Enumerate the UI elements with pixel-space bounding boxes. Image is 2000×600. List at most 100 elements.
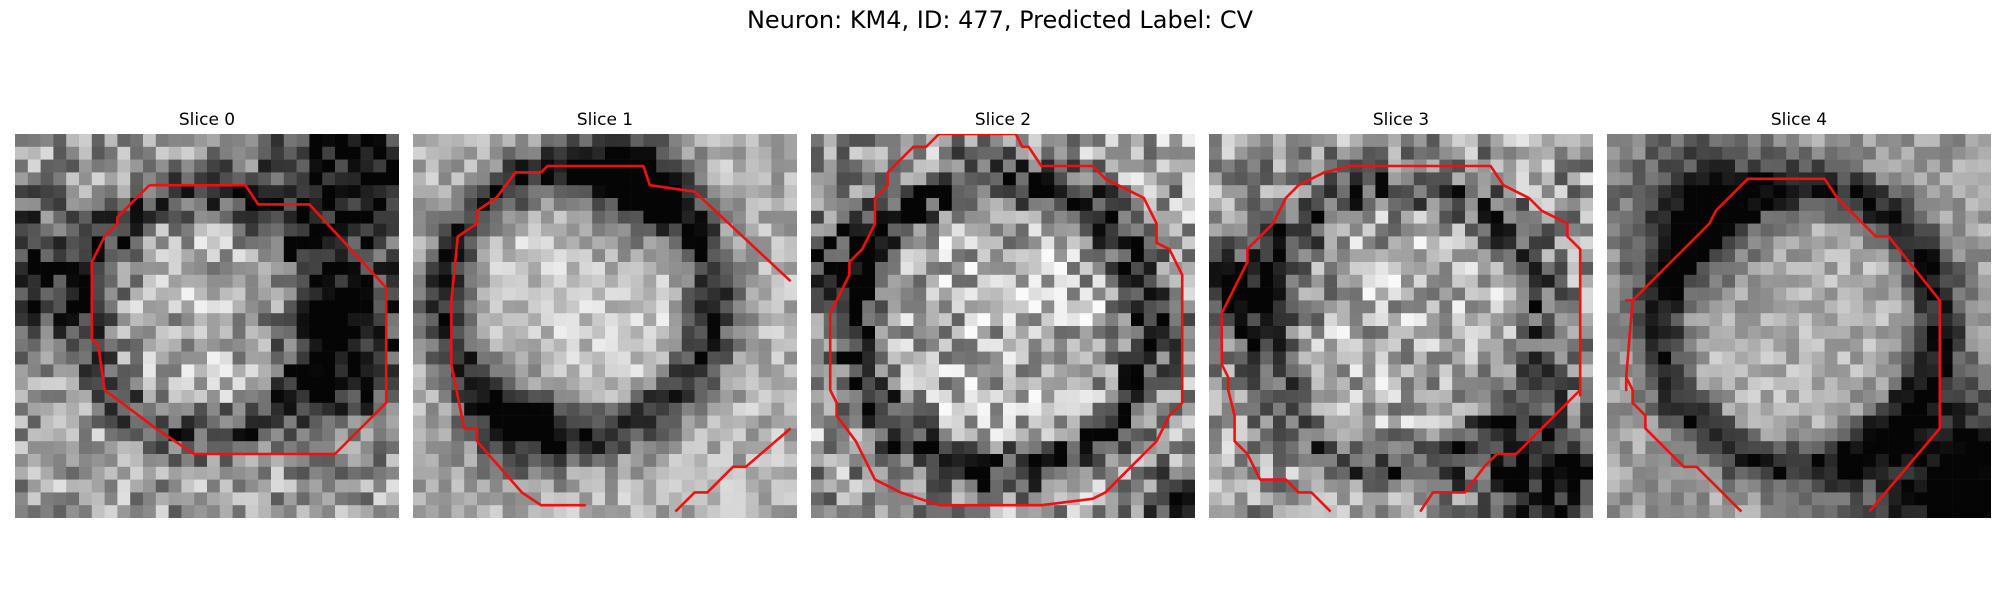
- pixel-tile: [322, 428, 336, 442]
- pixel-tile: [1465, 313, 1479, 327]
- pixel-tile: [219, 454, 233, 468]
- pixel-tile: [566, 466, 580, 480]
- pixel-tile: [579, 390, 593, 404]
- pixel-tile: [1426, 172, 1440, 186]
- pixel-tile: [1041, 249, 1055, 263]
- pixel-tile: [849, 223, 863, 237]
- slice-title: Slice 1: [576, 110, 634, 130]
- pixel-tile: [617, 454, 631, 468]
- pixel-tile: [1952, 428, 1966, 442]
- pixel-tile: [1182, 146, 1195, 160]
- pixel-tile: [1607, 390, 1621, 404]
- pixel-tile: [232, 236, 246, 250]
- pixel-tile: [1324, 313, 1338, 327]
- pixel-tile: [1247, 262, 1261, 276]
- pixel-tile: [79, 236, 93, 250]
- pixel-tile: [900, 223, 914, 237]
- pixel-tile: [296, 159, 310, 173]
- pixel-tile: [1952, 172, 1966, 186]
- pixel-tile: [1735, 390, 1749, 404]
- pixel-tile: [477, 249, 491, 263]
- pixel-tile: [849, 326, 863, 340]
- pixel-tile: [1349, 326, 1363, 340]
- pixel-tile: [1260, 210, 1274, 224]
- pixel-tile: [1324, 441, 1338, 455]
- pixel-tile: [373, 262, 387, 276]
- pixel-tile: [1156, 492, 1170, 506]
- pixel-tile: [1773, 313, 1787, 327]
- pixel-tile: [1375, 249, 1389, 263]
- pixel-tile: [232, 326, 246, 340]
- pixel-tile: [283, 172, 297, 186]
- pixel-tile: [1247, 274, 1261, 288]
- pixel-tile: [1003, 159, 1017, 173]
- pixel-tile: [130, 479, 144, 493]
- pixel-tile: [40, 198, 54, 212]
- pixel-tile: [425, 479, 439, 493]
- pixel-tile: [130, 377, 144, 391]
- pixel-tile: [219, 300, 233, 314]
- pixel-tile: [309, 351, 323, 365]
- pixel-tile: [939, 364, 953, 378]
- pixel-tile: [771, 134, 785, 148]
- pixel-tile: [477, 377, 491, 391]
- pixel-tile: [53, 364, 67, 378]
- pixel-tile: [1824, 492, 1838, 506]
- pixel-tile: [1324, 454, 1338, 468]
- pixel-tile: [643, 185, 657, 199]
- pixel-tile: [1285, 249, 1299, 263]
- pixel-tile: [1760, 390, 1774, 404]
- pixel-tile: [1209, 428, 1223, 442]
- pixel-tile: [91, 146, 105, 160]
- pixel-tile: [745, 313, 759, 327]
- pixel-tile: [1079, 390, 1093, 404]
- pixel-tile: [1143, 390, 1157, 404]
- pixel-tile: [1901, 185, 1915, 199]
- pixel-tile: [656, 364, 670, 378]
- pixel-tile: [1632, 390, 1646, 404]
- pixel-tile: [1118, 338, 1132, 352]
- pixel-tile: [862, 492, 876, 506]
- pixel-tile: [1285, 402, 1299, 416]
- pixel-tile: [926, 172, 940, 186]
- pixel-tile: [900, 249, 914, 263]
- pixel-tile: [413, 364, 427, 378]
- pixel-tile: [553, 236, 567, 250]
- pixel-tile: [451, 338, 465, 352]
- pixel-tile: [694, 313, 708, 327]
- pixel-tile: [1092, 134, 1106, 148]
- pixel-tile: [875, 454, 889, 468]
- pixel-tile: [168, 146, 182, 160]
- pixel-tile: [1683, 300, 1697, 314]
- pixel-tile: [1118, 505, 1132, 518]
- pixel-tile: [939, 402, 953, 416]
- pixel-tile: [477, 172, 491, 186]
- pixel-tile: [1439, 505, 1453, 518]
- pixel-tile: [656, 287, 670, 301]
- pixel-tile: [669, 454, 683, 468]
- pixel-tile: [1247, 402, 1261, 416]
- pixel-tile: [1709, 262, 1723, 276]
- pixel-tile: [130, 172, 144, 186]
- pixel-tile: [413, 505, 427, 518]
- pixel-tile: [900, 172, 914, 186]
- pixel-tile: [875, 479, 889, 493]
- pixel-tile: [1426, 249, 1440, 263]
- pixel-tile: [771, 377, 785, 391]
- pixel-tile: [1362, 223, 1376, 237]
- pixel-tile: [951, 210, 965, 224]
- pixel-tile: [477, 338, 491, 352]
- pixel-tile: [1015, 505, 1029, 518]
- pixel-tile: [1619, 262, 1633, 276]
- pixel-tile: [1914, 313, 1928, 327]
- pixel-tile: [1529, 223, 1543, 237]
- pixel-tile: [926, 364, 940, 378]
- pixel-tile: [245, 249, 259, 263]
- pixel-tile: [1567, 287, 1581, 301]
- pixel-tile: [977, 351, 991, 365]
- pixel-tile: [1735, 262, 1749, 276]
- pixel-tile: [1824, 198, 1838, 212]
- pixel-tile: [977, 146, 991, 160]
- pixel-tile: [1773, 210, 1787, 224]
- pixel-tile: [1413, 415, 1427, 429]
